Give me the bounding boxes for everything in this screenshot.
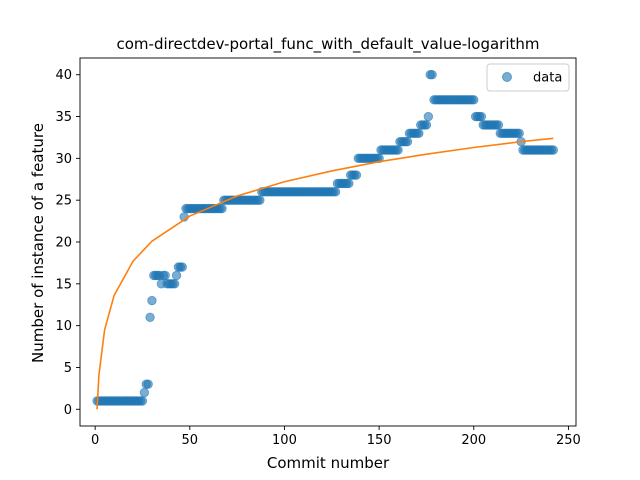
data-point [393, 145, 403, 155]
y-axis-label: Number of instance of a feature [29, 123, 47, 363]
data-point [402, 136, 413, 147]
data-point [548, 145, 558, 155]
data-point [421, 120, 432, 130]
x-tick-label: 200 [461, 433, 486, 448]
data-point [139, 387, 150, 398]
data-point [330, 187, 341, 197]
data-point [143, 379, 153, 389]
y-tick-label: 10 [55, 319, 72, 334]
x-tick-label: 0 [91, 433, 99, 448]
data-point [476, 111, 487, 122]
data-point [177, 262, 187, 272]
data-point [493, 120, 504, 130]
data-point [145, 312, 155, 322]
y-tick-label: 20 [55, 236, 72, 251]
chart-title: com-directdev-portal_func_with_default_v… [117, 35, 540, 54]
legend-marker-data [502, 72, 512, 82]
x-tick-label: 50 [182, 433, 199, 448]
x-tick-label: 150 [367, 433, 392, 448]
chart-axes: 0 50 100 150 200 250 0 5 10 15 20 25 30 35 40 [55, 57, 581, 448]
y-tick-label: 30 [55, 152, 72, 167]
data-point [169, 279, 180, 289]
x-tick-label: 100 [272, 433, 297, 448]
data-point [147, 295, 157, 306]
chart-legend: data [486, 63, 570, 92]
data-point [351, 170, 362, 180]
data-point [255, 195, 265, 205]
y-tick-label: 5 [64, 361, 72, 376]
fit-line-layer [96, 137, 554, 410]
data-point [137, 396, 148, 406]
data-point [427, 70, 437, 80]
data-point [414, 128, 424, 138]
y-tick-label: 0 [64, 403, 72, 418]
y-tick-label: 40 [55, 68, 72, 83]
data-point [160, 270, 170, 281]
legend-label-data: data [533, 71, 562, 86]
data-point [171, 270, 182, 281]
data-point [344, 178, 354, 189]
y-tick-label: 25 [55, 194, 72, 209]
fit-line [96, 137, 554, 410]
y-tick-label: 35 [55, 110, 72, 125]
x-axis-label: Commit number [267, 454, 390, 472]
data-point [514, 128, 524, 138]
legend-frame [486, 63, 570, 92]
chart-marks [92, 70, 558, 406]
x-tick-label: 250 [556, 433, 581, 448]
y-tick-label: 15 [55, 277, 72, 292]
data-point [217, 203, 227, 214]
data-point [469, 95, 479, 105]
data-point [423, 111, 434, 122]
